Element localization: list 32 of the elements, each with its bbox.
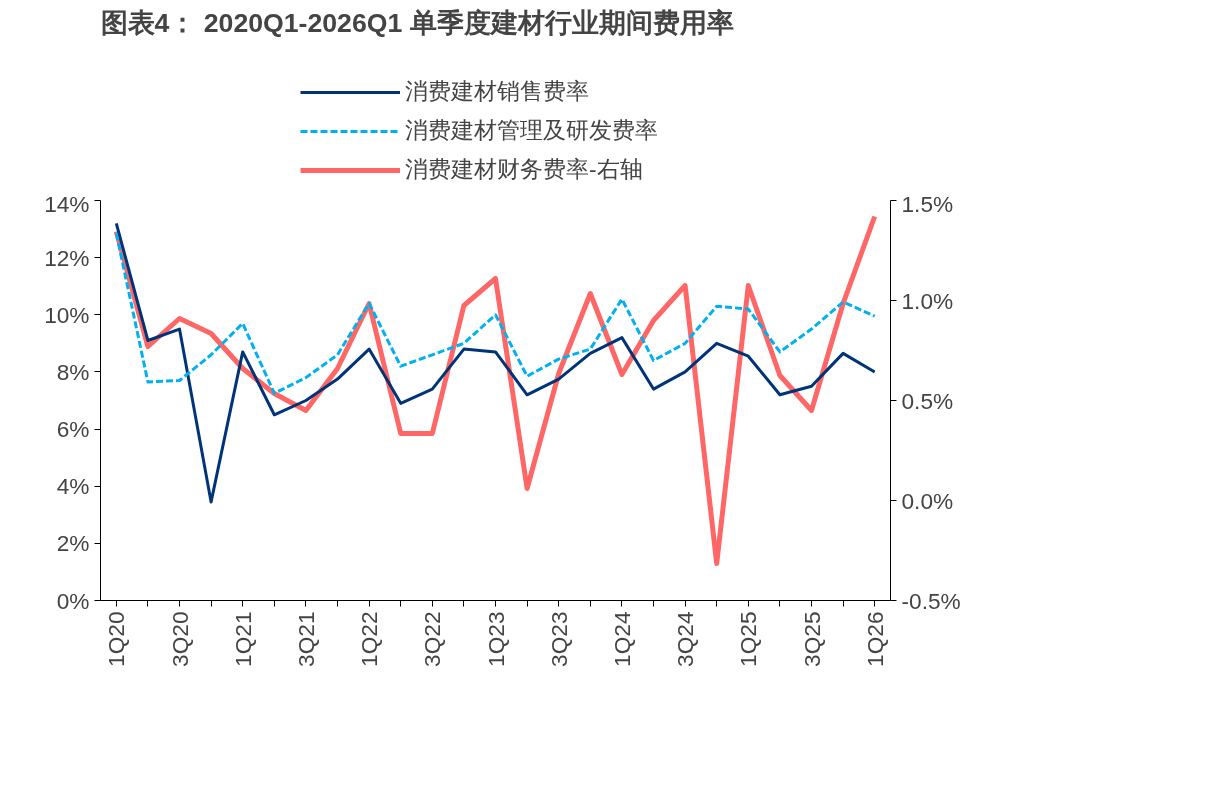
x-tick-label: 1Q24 (608, 611, 635, 667)
y-tick-label: 4% (56, 473, 90, 500)
y-tick-label: 10% (44, 301, 90, 328)
legend-label: 消费建材销售费率 (405, 77, 589, 106)
line-series (114, 231, 877, 395)
y2-tick-label: 0.0% (901, 487, 954, 514)
y-tick-label: 12% (44, 244, 90, 271)
y2-tick-label: 1.0% (901, 287, 954, 314)
x-tick-label: 3Q23 (545, 611, 572, 667)
x-tick-label: 3Q20 (166, 611, 193, 667)
y-tick-label: 8% (56, 358, 90, 385)
x-tick-label: 1Q23 (482, 611, 509, 667)
y-tick-label: 2% (56, 530, 90, 557)
x-tick-label: 3Q22 (419, 611, 446, 667)
y-tick-label: 6% (56, 416, 90, 443)
legend-label: 消费建材财务费率-右轴 (405, 155, 643, 184)
x-tick-label: 3Q21 (292, 611, 319, 667)
x-tick-label: 1Q21 (229, 611, 256, 667)
x-tick-label: 3Q25 (798, 611, 825, 667)
x-tick-label: 3Q24 (672, 611, 699, 667)
legend-label: 消费建材管理及研发费率 (405, 116, 658, 145)
y2-tick-label: -0.5% (901, 587, 961, 614)
y-tick-label: 14% (44, 190, 90, 217)
chart-title: 图表4： 2020Q1-2026Q1 单季度建材行业期间费用率 (100, 7, 734, 38)
x-tick-label: 1Q26 (861, 611, 888, 667)
x-tick-label: 1Q22 (356, 611, 383, 667)
x-tick-label: 1Q20 (103, 611, 130, 667)
y2-tick-label: 1.5% (901, 190, 954, 217)
line-series (114, 221, 877, 504)
y2-tick-label: 0.5% (901, 387, 954, 414)
x-tick-label: 1Q25 (735, 611, 762, 667)
y-tick-label: 0% (56, 587, 90, 614)
